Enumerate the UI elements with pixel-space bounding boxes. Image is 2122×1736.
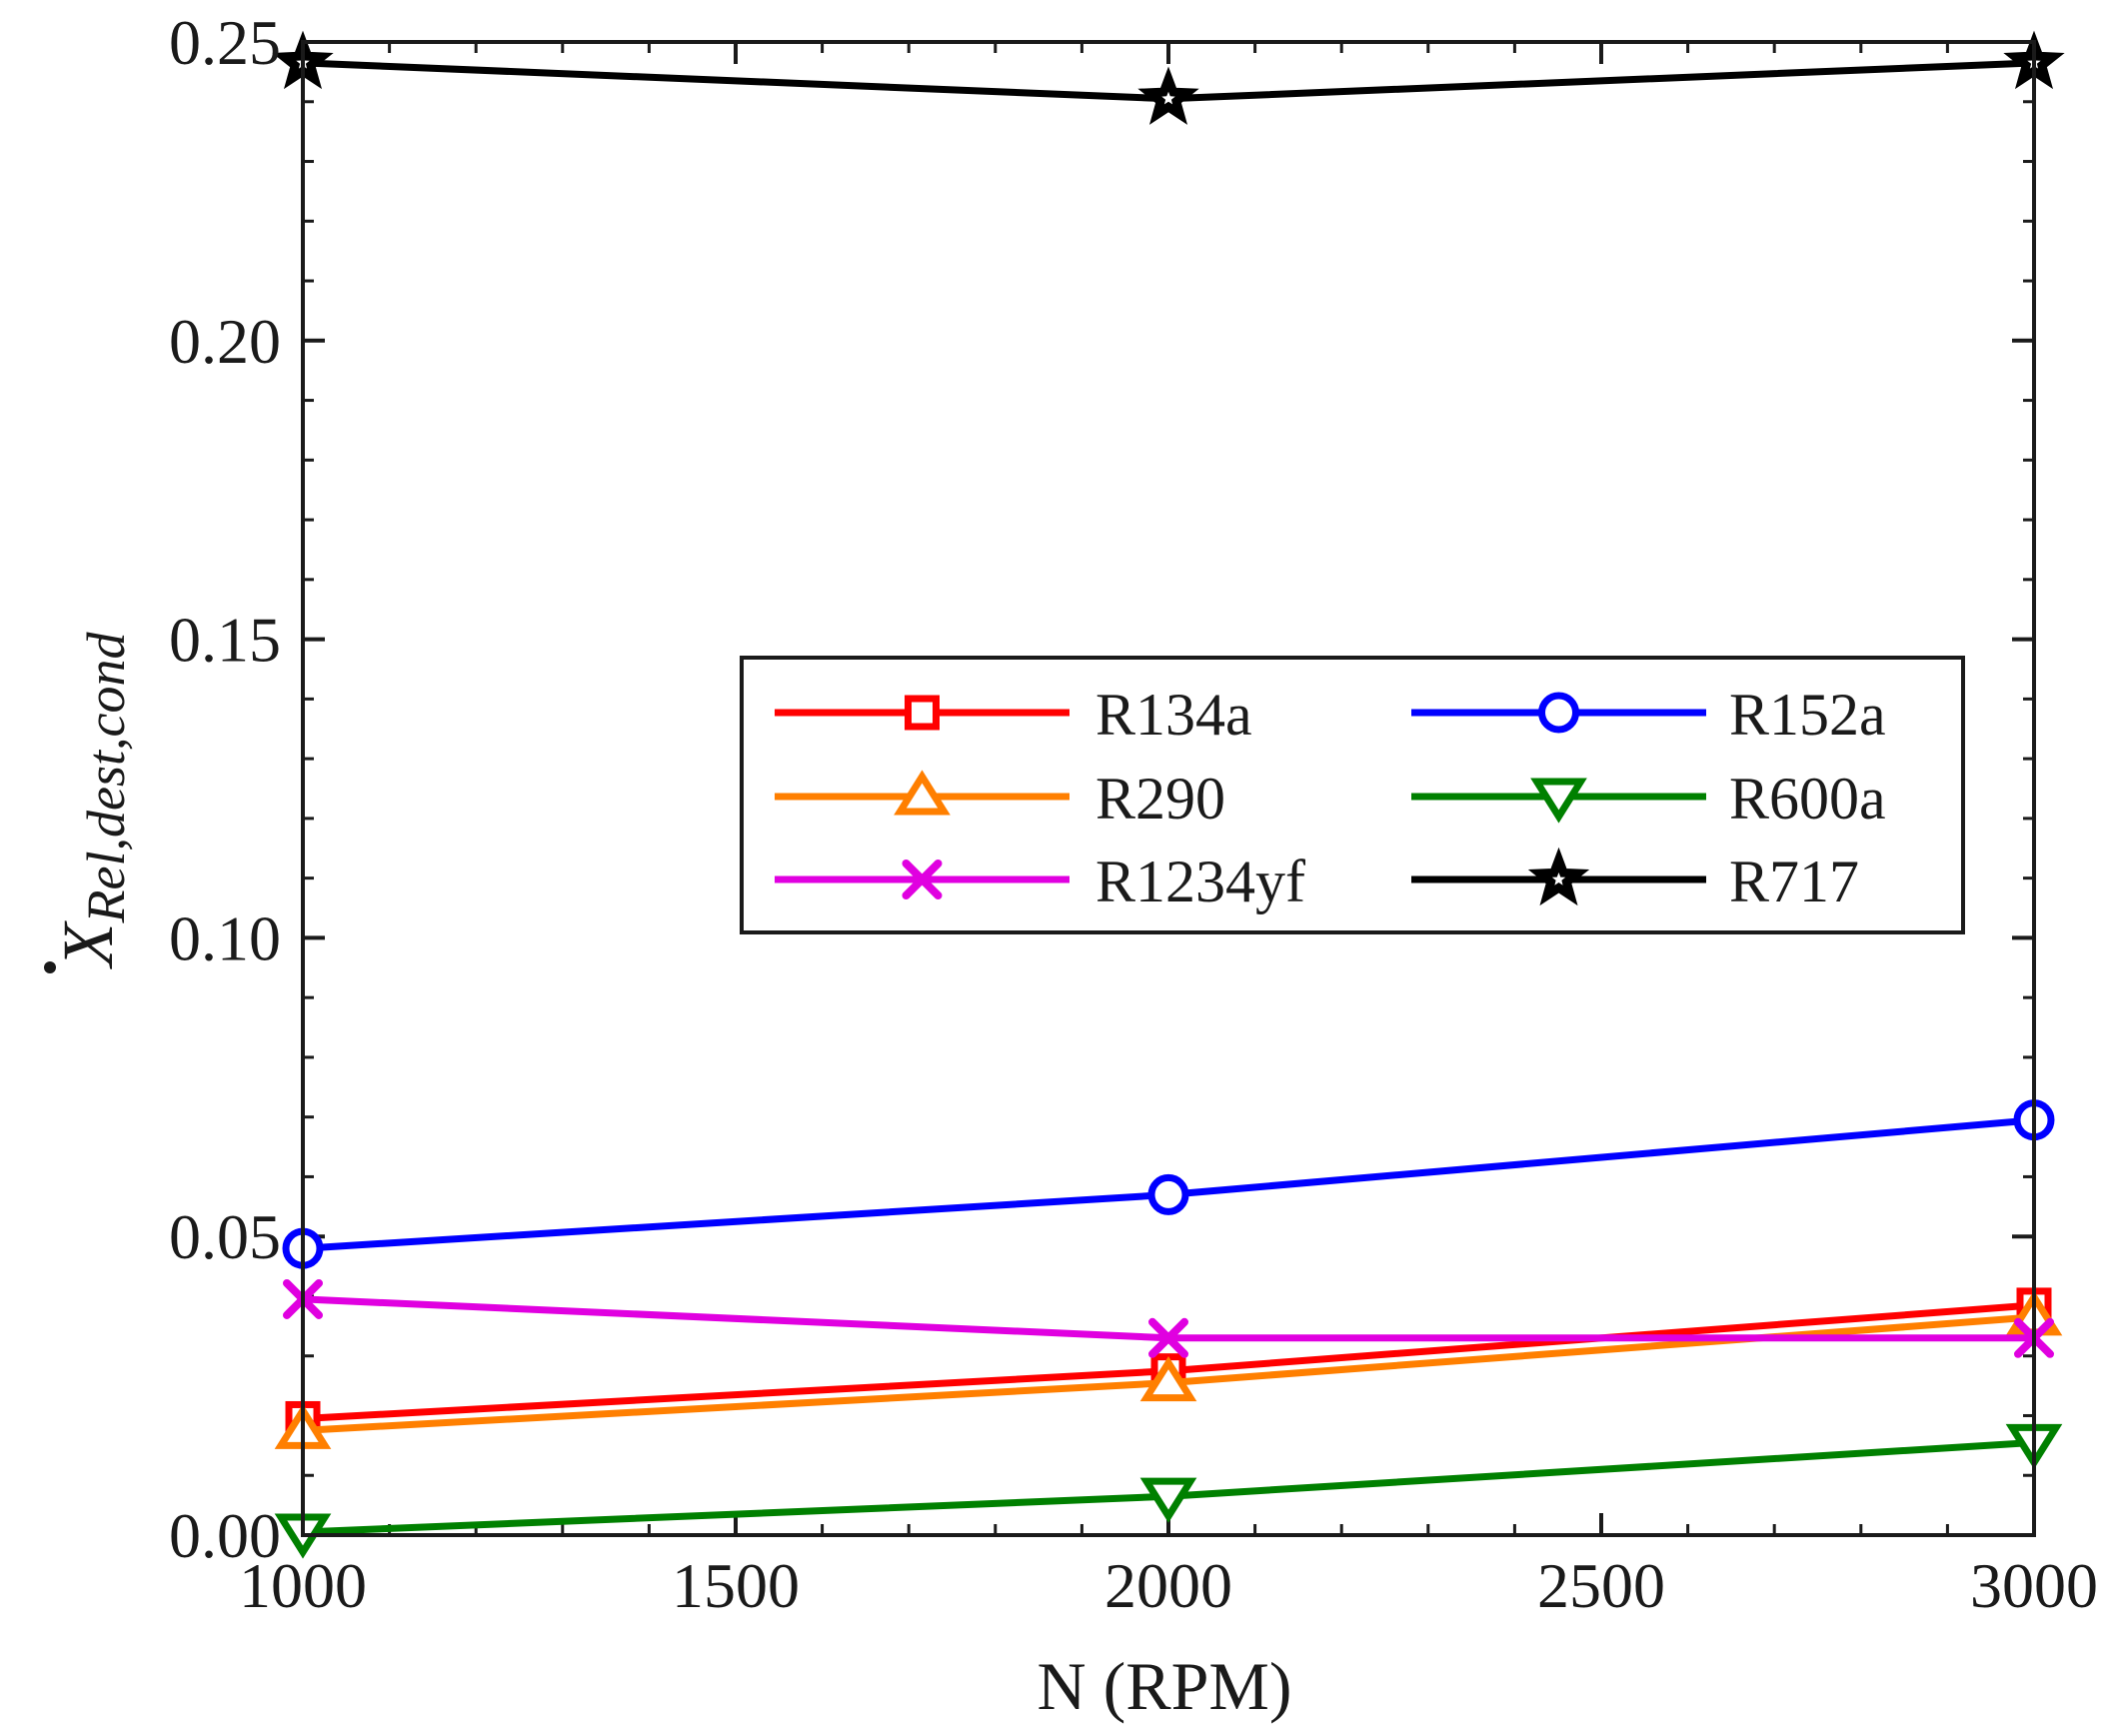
legend-label-r600a: R600a <box>1729 766 1886 832</box>
y-axis-title: XRel,dest,cond <box>44 632 136 973</box>
x-axis-title: N (RPM) <box>1037 1648 1291 1724</box>
legend-marker-r152a <box>1538 692 1579 734</box>
series-line-r1234yf <box>302 1295 2034 1342</box>
y-tick-label: 0.25 <box>169 7 281 78</box>
legend-label-r717: R717 <box>1729 849 1859 914</box>
legend-item-r134a: R134a <box>775 682 1252 748</box>
y-tick-label: 0.10 <box>169 902 281 973</box>
tick-labels: 1000 1500 2000 2500 3000 0.00 0.05 0.10 0.15 0.20… <box>169 7 2098 1621</box>
legend-label-r134a: R134a <box>1095 682 1252 748</box>
legend-marker-r600a <box>1530 778 1587 824</box>
legend-label-r1234yf: R1234yf <box>1095 849 1305 914</box>
y-axis-subscript: Rel,dest,cond <box>76 632 136 924</box>
legend-label-r152a: R152a <box>1729 682 1886 748</box>
legend-label-r290: R290 <box>1095 766 1225 832</box>
y-tick-label: 0.15 <box>169 605 281 676</box>
legend-marker-r717 <box>1527 847 1590 906</box>
y-axis-title-text: XRel,dest,cond <box>48 632 136 970</box>
legend-items: R134a R152a R290 R600a R1234yf R717 <box>775 682 1886 914</box>
legend-item-r152a: R152a <box>1411 682 1886 748</box>
legend-marker-r1234yf <box>902 860 943 899</box>
plot-frame <box>301 40 2036 1537</box>
legend-marker-r134a <box>905 695 940 731</box>
data-point-r600a <box>1139 1477 1197 1523</box>
y-tick-label: 0.05 <box>169 1201 281 1272</box>
series-r290 <box>274 1290 2063 1449</box>
legend-item-r717: R717 <box>1411 847 1859 914</box>
data-point-r1234yf <box>1148 1317 1188 1358</box>
series-r1234yf <box>283 1278 2054 1358</box>
y-tick-label: 0.20 <box>169 306 281 377</box>
x-tick-label: 1500 <box>672 1550 800 1621</box>
data-point-r152a <box>1147 1173 1189 1215</box>
data-point-r717 <box>1137 66 1199 125</box>
legend-marker-r290 <box>894 770 951 816</box>
series-r152a <box>282 1099 2055 1269</box>
legend-item-r290: R290 <box>775 766 1225 832</box>
x-tick-label: 2500 <box>1537 1550 1665 1621</box>
legend-item-r1234yf: R1234yf <box>775 849 1305 914</box>
data-point-r290 <box>1139 1356 1197 1402</box>
x-tick-label: 3000 <box>1970 1550 2098 1621</box>
legend: R134a R152a R290 R600a R1234yf R717 <box>740 656 1965 934</box>
x-tick-label: 1000 <box>239 1550 367 1621</box>
y-tick-label: 0.00 <box>169 1500 281 1571</box>
y-axis-dot-accent <box>44 961 56 973</box>
y-axis-symbol: X <box>48 919 128 969</box>
x-tick-label: 2000 <box>1104 1550 1232 1621</box>
legend-item-r600a: R600a <box>1411 766 1886 832</box>
